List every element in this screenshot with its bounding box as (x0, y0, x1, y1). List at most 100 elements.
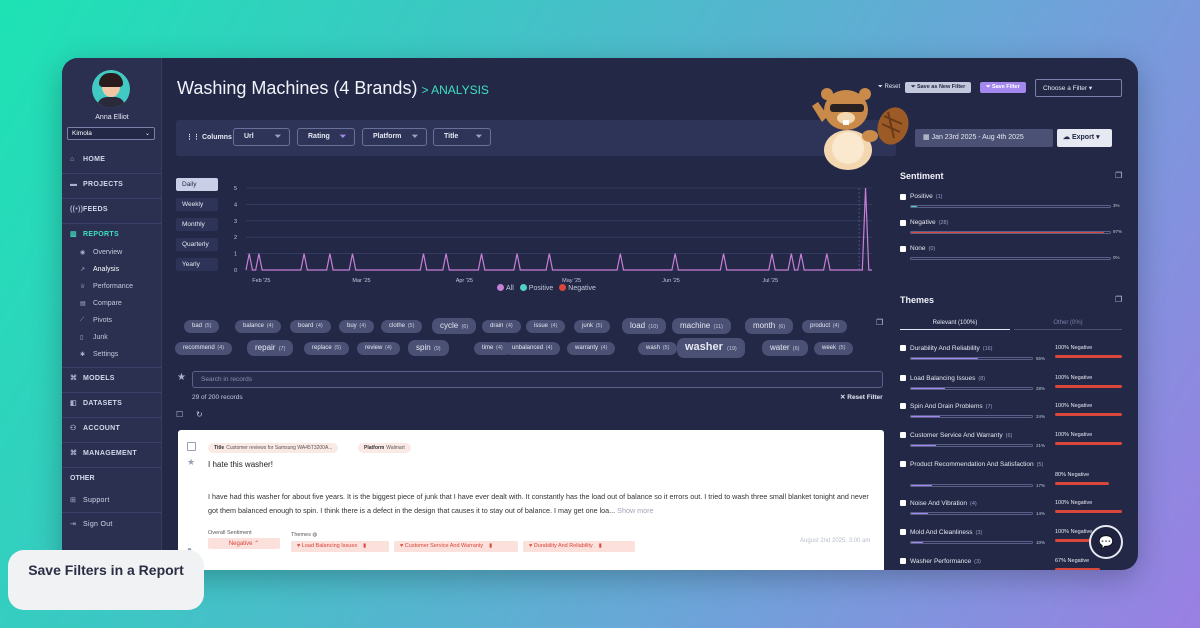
theme-item[interactable]: Load Balancing Issues (8) 28% 100% Negative (900, 374, 1122, 402)
theme-pill[interactable]: ♥ Load Balancing Issues ▮ (291, 541, 389, 552)
sentiment-dropdown[interactable]: Negative ⌃ (208, 538, 280, 549)
filter-rating[interactable]: Rating ⏷ (297, 128, 355, 146)
theme-checkbox[interactable] (900, 375, 906, 381)
sidebar-item-home[interactable]: ⌂ HOME (62, 150, 162, 168)
date-range-picker[interactable]: ▦ Jan 23rd 2025 - Aug 4th 2025 (915, 129, 1053, 147)
record-checkbox[interactable] (187, 442, 196, 451)
show-more-link[interactable]: Show more (617, 506, 654, 515)
period-yearly[interactable]: Yearly (176, 258, 218, 271)
sidebar-item-projects[interactable]: ▬ PROJECTS (62, 175, 162, 193)
word-tag-recommend[interactable]: recommend (4) (175, 342, 233, 355)
avatar[interactable] (92, 70, 130, 108)
theme-item[interactable]: Customer Service And Warranty (6) 21% 100% … (900, 431, 1122, 459)
sidebar-item-models[interactable]: ⌘ MODELS (62, 369, 162, 387)
sentiment-checkbox[interactable] (900, 220, 906, 226)
theme-checkbox[interactable] (900, 558, 906, 564)
word-tag-water[interactable]: water (6) (762, 340, 808, 356)
filter-url[interactable]: Url ⏷ (233, 128, 290, 146)
word-tag-washer[interactable]: washer (19) (677, 338, 745, 358)
sidebar-item-feeds[interactable]: ((•)) FEEDS (62, 200, 162, 218)
theme-checkbox[interactable] (900, 529, 906, 535)
theme-checkbox[interactable] (900, 500, 906, 506)
reset-filter-button[interactable]: ✕ Reset Filter (840, 394, 883, 401)
word-tag-clothe[interactable]: clothe (5) (381, 320, 423, 333)
theme-checkbox[interactable] (900, 403, 906, 409)
theme-pill[interactable]: ♥ Durability And Reliability ▮ (523, 541, 635, 552)
sentiment-checkbox[interactable] (900, 246, 906, 252)
sidebar-sub-performance[interactable]: ♕ Performance (62, 278, 162, 294)
sentiment-positive[interactable]: Positive (1) 3% (900, 193, 1122, 214)
sidebar-item-reports[interactable]: ▥ REPORTS (62, 225, 162, 243)
word-tag-cycle[interactable]: cycle (6) (432, 318, 477, 334)
sidebar-item-signout[interactable]: ⇥ Sign Out (62, 515, 162, 533)
copy-icon[interactable]: ❐ (1115, 171, 1123, 180)
theme-item[interactable]: Spin And Drain Problems (7) 24% 100% Negati… (900, 402, 1122, 430)
breadcrumb[interactable]: > ANALYSIS (421, 83, 489, 97)
sidebar-sub-overview[interactable]: ◉ Overview (62, 244, 162, 260)
word-tag-buy[interactable]: buy (4) (339, 320, 375, 333)
theme-item[interactable]: Durability And Reliability (16) 55% 100% Ne… (900, 344, 1122, 372)
word-tag-replace[interactable]: replace (5) (304, 342, 350, 355)
sidebar-sub-analysis[interactable]: ↗ Analysis (62, 261, 162, 277)
tab-relevant[interactable]: Relevant (100%) (900, 320, 1010, 330)
sidebar-item-datasets[interactable]: ◧ DATASETS (62, 394, 162, 412)
period-monthly[interactable]: Monthly (176, 218, 218, 231)
word-tag-month[interactable]: month (6) (745, 318, 794, 334)
word-tag-junk[interactable]: junk (5) (574, 320, 611, 333)
copy-icon[interactable]: ❐ (876, 318, 884, 327)
theme-checkbox[interactable] (900, 345, 906, 351)
sentiment-negative[interactable]: Negative (28) 97% (900, 219, 1122, 240)
word-tag-warranty[interactable]: warranty (4) (567, 342, 616, 355)
legend-positive[interactable]: Positive (519, 284, 553, 292)
filter-platform[interactable]: Platform ⏷ (362, 128, 427, 146)
choose-filter-dropdown[interactable]: Choose a Filter ▾ (1035, 79, 1122, 97)
period-quarterly[interactable]: Quarterly (176, 238, 218, 251)
word-tag-board[interactable]: board (4) (290, 320, 331, 333)
sidebar-sub-pivots[interactable]: ⟋ Pivots (62, 312, 162, 328)
theme-item[interactable]: Product Recommendation And Satisfaction(… (900, 460, 1122, 488)
word-tag-issue[interactable]: issue (4) (526, 320, 566, 333)
theme-item[interactable]: Washer Performance (3) 67% Negative (900, 557, 1122, 570)
save-filter-button[interactable]: ⏷ Save Filter (980, 82, 1026, 93)
chat-button[interactable]: 💬 (1089, 525, 1123, 559)
trash-icon[interactable]: ▮ (489, 543, 493, 549)
word-tag-bad[interactable]: bad (5) (184, 320, 220, 333)
word-tag-drain[interactable]: drain (4) (482, 320, 521, 333)
period-weekly[interactable]: Weekly (176, 198, 218, 211)
word-tag-load[interactable]: load (10) (622, 318, 667, 334)
word-tag-repair[interactable]: repair (7) (247, 340, 294, 356)
sidebar-sub-settings[interactable]: ✱ Settings (62, 346, 162, 362)
trash-icon[interactable]: ▮ (598, 543, 602, 549)
save-as-new-filter-button[interactable]: ⏷ Save as New Filter (905, 82, 972, 93)
org-select[interactable]: Kimola ⌄ (67, 127, 155, 140)
star-icon[interactable]: ★ (177, 372, 186, 383)
word-tag-wash[interactable]: wash (5) (638, 342, 678, 355)
trash-icon[interactable]: ▮ (363, 543, 367, 549)
period-daily[interactable]: Daily (176, 178, 218, 191)
copy-icon[interactable]: ❐ (1115, 295, 1123, 304)
sidebar-sub-junk[interactable]: ▯ Junk (62, 329, 162, 345)
theme-checkbox[interactable] (900, 432, 906, 438)
word-tag-week[interactable]: week (5) (814, 342, 854, 355)
word-tag-balance[interactable]: balance (4) (235, 320, 282, 333)
word-tag-time[interactable]: time (4) (474, 342, 511, 355)
sidebar-sub-compare[interactable]: ▤ Compare (62, 295, 162, 311)
word-tag-unbalanced[interactable]: unbalanced (4) (504, 342, 561, 355)
word-tag-review[interactable]: review (4) (357, 342, 400, 355)
legend-negative[interactable]: Negative (559, 284, 596, 292)
filter-title[interactable]: Title ⏷ (433, 128, 491, 146)
theme-item[interactable]: Noise And Vibration (4) 14% 100% Negative (900, 499, 1122, 527)
sentiment-checkbox[interactable] (900, 194, 906, 200)
sidebar-item-account[interactable]: ⚇ ACCOUNT (62, 419, 162, 437)
star-icon[interactable]: ★ (187, 457, 196, 467)
refresh-icon[interactable]: ↻ (196, 410, 203, 419)
search-input[interactable]: Search in records (192, 371, 883, 388)
select-all-checkbox[interactable]: ☐ (176, 410, 184, 419)
sidebar-item-support[interactable]: ⊞ Support (62, 491, 162, 509)
sentiment-none[interactable]: None (0) 0% (900, 245, 1122, 266)
columns-button[interactable]: ⋮⋮ Columns (186, 133, 232, 141)
reset-button[interactable]: ⏷ Reset (878, 84, 900, 91)
sidebar-item-management[interactable]: ⌘ MANAGEMENT (62, 444, 162, 462)
word-tag-machine[interactable]: machine (11) (672, 318, 731, 334)
theme-pill[interactable]: ♥ Customer Service And Warranty ▮ (394, 541, 518, 552)
